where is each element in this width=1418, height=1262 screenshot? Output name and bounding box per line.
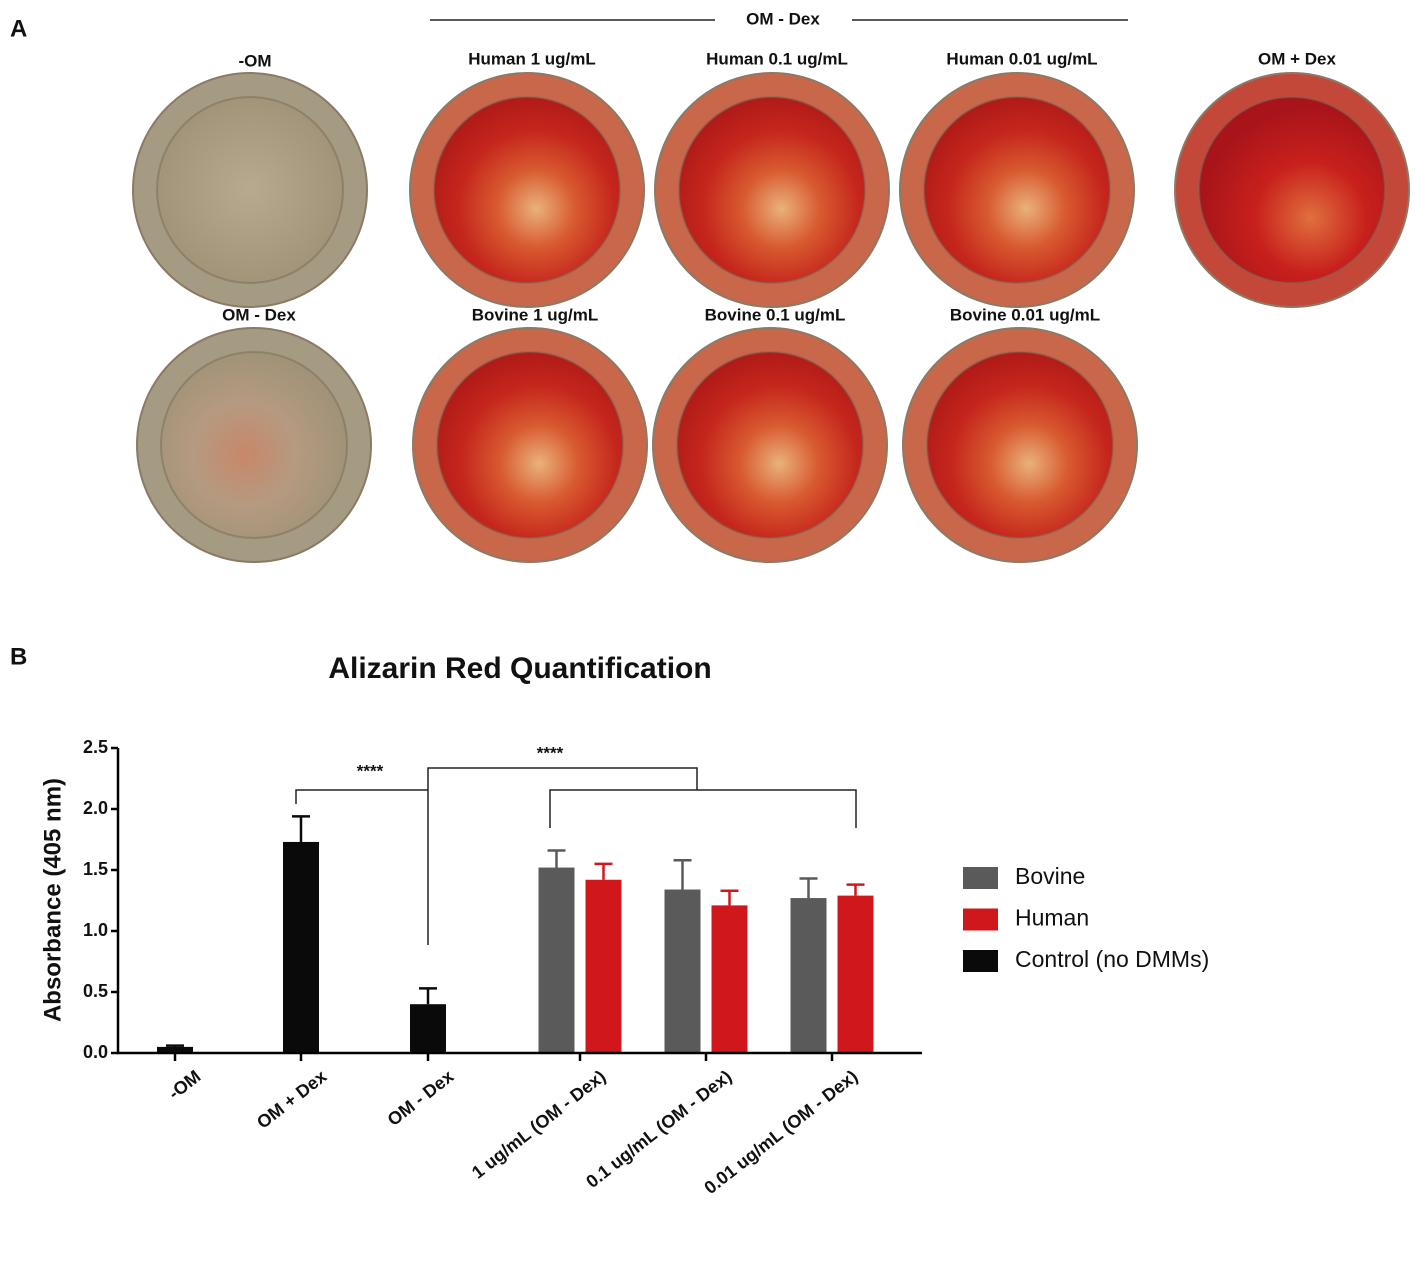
y-tick-label: 1.0 [83, 920, 108, 940]
bar [410, 1004, 446, 1053]
well-inner [160, 351, 348, 539]
well-label: Bovine 0.1 ug/mL [705, 305, 846, 324]
bar [585, 879, 622, 1053]
legend-swatch [963, 908, 998, 931]
y-tick-label: 1.5 [83, 859, 108, 879]
legend-swatch [963, 950, 998, 972]
y-tick-label: 2.0 [83, 798, 108, 818]
y-axis-label: Absorbance (405 nm) [39, 778, 66, 1022]
well-label: Bovine 1 ug/mL [472, 305, 599, 324]
well-inner [1198, 96, 1386, 284]
legend-label: Human [1015, 905, 1089, 931]
well-grid: -OM Human 1 ug/mL Human 0.1 ug/mL Human 0.0… [132, 49, 1410, 563]
well-label: OM - Dex [222, 305, 296, 324]
bar-chart: 0.0 0.5 1.0 1.5 2.0 2.5 -OM OM + Dex OM - Dex 1 u… [83, 737, 1209, 1198]
axis-line [116, 748, 922, 1055]
well-label: Human 0.1 ug/mL [706, 49, 848, 68]
legend-swatch [963, 867, 998, 889]
legend-label: Bovine [1015, 863, 1085, 889]
significance-label: **** [537, 743, 564, 762]
y-tick-label: 2.5 [83, 737, 108, 757]
x-tick-label: OM - Dex [384, 1066, 458, 1130]
bracket [427, 767, 698, 945]
panel-label: B [10, 643, 27, 670]
bar [837, 895, 874, 1053]
well-label: Bovine 0.01 ug/mL [950, 305, 1100, 324]
bracket [549, 789, 857, 828]
y-tick-label: 0.0 [83, 1042, 108, 1062]
bar [538, 867, 575, 1053]
bar [790, 898, 827, 1053]
well-inner [156, 96, 344, 284]
group-header: OM - Dex [746, 9, 820, 28]
well-label: Human 0.01 ug/mL [946, 49, 1097, 68]
well-inner [676, 351, 864, 539]
bar [664, 889, 701, 1053]
well-inner [433, 96, 621, 284]
well-inner [923, 96, 1111, 284]
significance: **** **** [295, 743, 857, 945]
well-inner [926, 351, 1114, 539]
y-tick-label: 0.5 [83, 981, 108, 1001]
x-tick-label: OM + Dex [253, 1066, 330, 1133]
well-label: Human 1 ug/mL [468, 49, 596, 68]
bar [283, 841, 319, 1053]
bar [711, 905, 748, 1053]
chart-title: Alizarin Red Quantification [328, 652, 711, 685]
bar [157, 1046, 193, 1053]
bracket [295, 789, 428, 804]
panel-label: A [10, 15, 27, 42]
well-label: -OM [238, 51, 271, 70]
well-inner [436, 351, 624, 539]
well-inner [678, 96, 866, 284]
significance-label: **** [357, 761, 384, 780]
x-tick-label: 1 ug/mL (OM - Dex) [468, 1066, 609, 1183]
well-label: OM + Dex [1258, 49, 1336, 68]
x-tick-label: -OM [164, 1066, 204, 1103]
legend-label: Control (no DMMs) [1015, 946, 1209, 972]
